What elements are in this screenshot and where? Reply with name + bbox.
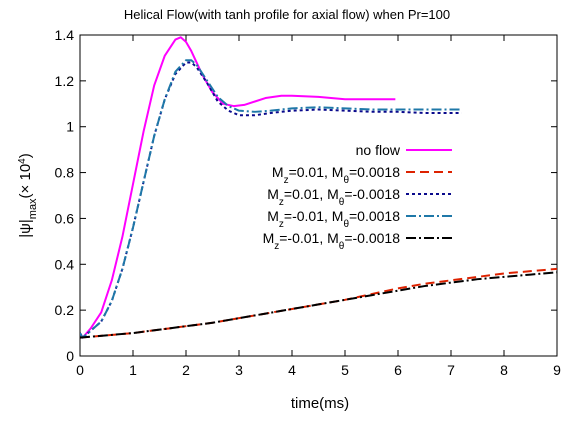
legend-label-2-part-1: z: [279, 197, 284, 208]
chart-title: Helical Flow(with tanh profile for axial…: [124, 7, 450, 22]
legend-label-3-part-0: M: [267, 208, 279, 224]
plot-frame: [79, 34, 558, 357]
y-tick-label-4: 0.8: [55, 165, 75, 181]
legend-label-4-part-1: z: [274, 241, 279, 252]
legend-label-2-part-3: θ: [339, 197, 345, 208]
legend-label-4-part-2: =-0.01, M: [279, 230, 339, 246]
legend-label-1: Mz=0.01, Mθ=0.0018: [272, 164, 400, 186]
series-line-0: [80, 36, 396, 339]
y-tick-label-1: 0.2: [55, 302, 75, 318]
x-tick-label-7: 7: [447, 362, 455, 378]
y-axis-label-part-1: max: [27, 198, 39, 219]
x-tick-label-3: 3: [235, 362, 243, 378]
legend-label-1-part-4: =0.0018: [349, 164, 400, 180]
y-axis-label-part-0: |ψ|: [17, 219, 34, 238]
legend-label-3-part-3: θ: [343, 219, 349, 230]
series-group: [80, 36, 557, 339]
x-tick-label-4: 4: [288, 362, 296, 378]
y-axis-label-text: |ψ|max(× 104): [17, 153, 40, 237]
legend-label-3: Mz=-0.01, Mθ=0.0018: [267, 208, 400, 230]
legend-label-3-part-1: z: [279, 219, 284, 230]
x-tick-label-8: 8: [500, 362, 508, 378]
legend-label-4-part-4: =-0.0018: [344, 230, 400, 246]
y-axis-label-part-2: (× 10: [17, 164, 34, 199]
series-line-3: [80, 59, 462, 339]
y-tick-label-6: 1.2: [55, 73, 75, 89]
x-axis-label: time(ms): [291, 395, 349, 412]
legend-label-3-part-4: =0.0018: [349, 208, 400, 224]
series-line-4: [80, 271, 557, 339]
x-tick-label-0: 0: [76, 362, 84, 378]
y-tick-label-5: 1: [66, 119, 74, 135]
legend-label-1-part-2: =0.01, M: [289, 164, 344, 180]
y-axis-label-part-3: 4: [17, 158, 28, 164]
legend-label-2-part-0: M: [267, 186, 279, 202]
legend-label-4-part-3: θ: [339, 241, 345, 252]
legend-label-0-part-0: no flow: [356, 142, 401, 158]
x-tick-label-6: 6: [394, 362, 402, 378]
series-line-2: [80, 61, 462, 339]
x-tick-label-2: 2: [182, 362, 190, 378]
legend-label-3-part-2: =-0.01, M: [284, 208, 344, 224]
y-axis-label: |ψ|max(× 104): [17, 153, 40, 237]
plot-area: 0 1 2 3 4 5 6 7 8 9 0 0.2 0.4 0.6 0.8 1 1.2 1.4: [55, 27, 562, 378]
y-tick-label-3: 0.6: [55, 210, 75, 226]
legend-label-2: Mz=0.01, Mθ=-0.0018: [267, 186, 400, 208]
y-tick-label-2: 0.4: [55, 256, 75, 272]
x-tick-label-1: 1: [129, 362, 137, 378]
legend-label-1-part-1: z: [284, 175, 289, 186]
legend-label-4: Mz=-0.01, Mθ=-0.0018: [263, 230, 401, 252]
legend-label-1-part-3: θ: [343, 175, 349, 186]
legend-label-2-part-4: =-0.0018: [344, 186, 400, 202]
legend-label-4-part-0: M: [263, 230, 275, 246]
y-tick-label-0: 0: [66, 348, 74, 364]
y-tick-label-7: 1.4: [55, 27, 75, 43]
x-tick-label-9: 9: [553, 362, 561, 378]
legend-label-2-part-2: =0.01, M: [284, 186, 339, 202]
x-tick-label-5: 5: [341, 362, 349, 378]
legend-label-0: no flow: [356, 142, 401, 158]
y-axis-label-part-4: ): [17, 153, 34, 158]
legend-label-1-part-0: M: [272, 164, 284, 180]
